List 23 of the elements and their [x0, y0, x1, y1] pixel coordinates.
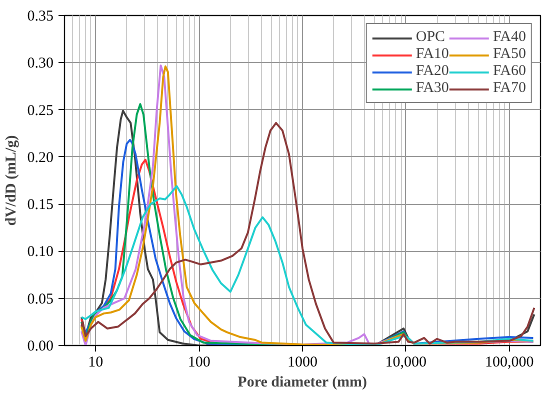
- y-tick-label: 0.25: [27, 102, 54, 119]
- legend-label: FA10: [416, 46, 449, 63]
- legend-label: FA50: [492, 46, 526, 63]
- y-tick-label: 0.15: [27, 197, 54, 214]
- x-tick-label: 100: [188, 354, 210, 370]
- legend-label: FA40: [492, 29, 526, 46]
- y-tick-label: 0.05: [27, 291, 54, 308]
- y-tick-label: 0.00: [27, 338, 54, 354]
- legend-label: FA60: [492, 63, 526, 80]
- x-tick-label: 10: [88, 354, 104, 370]
- x-tick-label: 1000: [288, 354, 318, 370]
- x-tick-label: 100,000: [484, 354, 534, 370]
- x-tick-label: 10,000: [385, 354, 427, 370]
- legend-label: OPC: [416, 29, 446, 46]
- legend-label: FA70: [492, 80, 526, 97]
- y-tick-label: 0.30: [27, 56, 54, 72]
- y-tick-label: 0.10: [27, 244, 54, 260]
- y-axis-title: dV/dD (mL/g): [3, 135, 20, 226]
- legend-label: FA30: [416, 80, 449, 97]
- y-tick-label: 0.35: [27, 8, 54, 24]
- legend-label: FA20: [416, 63, 449, 80]
- x-axis-title: Pore diameter (mm): [238, 374, 368, 390]
- y-tick-label: 0.20: [27, 150, 54, 166]
